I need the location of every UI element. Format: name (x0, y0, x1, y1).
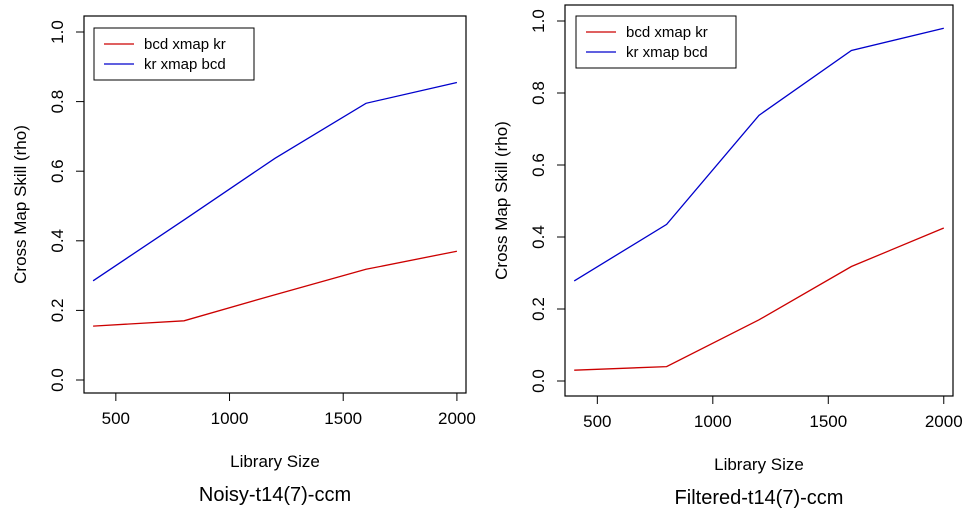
plot-frame (564, 4, 954, 397)
legend-label: kr xmap bcd (144, 56, 226, 73)
legend-label: bcd xmap kr (626, 24, 708, 41)
x-tick-label: 1000 (211, 409, 249, 428)
x-tick-label: 1000 (694, 412, 732, 431)
series-line-kr-xmap-bcd (92, 81, 458, 282)
y-tick-label: 1.0 (529, 9, 548, 33)
x-tick-label: 2000 (438, 409, 476, 428)
y-tick-label: 0.6 (529, 153, 548, 177)
plot-frame (83, 15, 467, 394)
x-tick-label: 500 (583, 412, 611, 431)
x-tick-label: 1500 (324, 409, 362, 428)
y-tick-label: 0.4 (529, 225, 548, 249)
legend-label: kr xmap bcd (626, 44, 708, 61)
y-tick-label: 1.0 (48, 20, 67, 44)
y-tick-label: 0.6 (48, 159, 67, 183)
series-line-kr-xmap-bcd (573, 27, 944, 282)
y-tick-label: 0.4 (48, 229, 67, 253)
y-tick-label: 0.8 (529, 81, 548, 105)
y-axis-label: Cross Map Skill (rho) (492, 121, 511, 280)
y-tick-label: 0.8 (48, 90, 67, 114)
series-line-bcd-xmap-kr (574, 227, 945, 371)
chart-panel-noisy: 500 1000 1500 2000 0.0 0.2 0.4 0.6 0.8 1.0 Library… (11, 15, 476, 506)
x-tick-label: 2000 (925, 412, 963, 431)
chart-panel-filtered: 500 1000 1500 2000 0.0 0.2 0.4 0.6 0.8 1.0 Library… (492, 4, 963, 509)
x-tick-label: 1500 (809, 412, 847, 431)
legend-label: bcd xmap kr (144, 36, 226, 53)
y-tick-label: 0.0 (529, 369, 548, 393)
x-tick-label: 500 (102, 409, 130, 428)
series-line-bcd-xmap-kr (93, 250, 458, 327)
legend-box (575, 15, 737, 69)
x-axis-label: Library Size (230, 452, 320, 471)
legend-box (93, 27, 255, 81)
chart-caption: Noisy-t14(7)-ccm (199, 484, 351, 506)
y-tick-label: 0.2 (48, 299, 67, 323)
x-axis-label: Library Size (714, 455, 804, 474)
chart-caption: Filtered-t14(7)-ccm (675, 487, 844, 509)
y-tick-label: 0.2 (529, 297, 548, 321)
y-tick-label: 0.0 (48, 368, 67, 392)
y-axis-label: Cross Map Skill (rho) (11, 125, 30, 284)
